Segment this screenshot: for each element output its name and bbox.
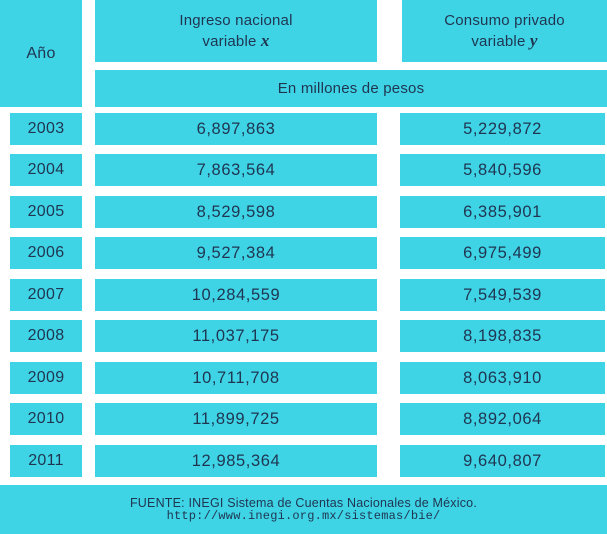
income-header-variable: variable x [202, 30, 270, 50]
consumption-cell: 6,975,499 [400, 237, 605, 269]
consumption-header: Consumo privado variable y [402, 0, 607, 62]
year-cell: 2006 [10, 237, 82, 269]
income-cell: 6,897,863 [95, 113, 377, 145]
units-label: En millones de pesos [277, 79, 425, 97]
income-cell: 10,711,708 [95, 362, 377, 394]
consumption-header-title: Consumo privado [444, 11, 565, 29]
year-cell: 2010 [10, 403, 82, 435]
income-header: Ingreso nacional variable x [95, 0, 377, 62]
income-variable-symbol: x [260, 30, 270, 50]
source-footer: FUENTE: INEGI Sistema de Cuentas Naciona… [0, 485, 607, 534]
income-cell: 10,284,559 [95, 279, 377, 311]
consumption-cell: 9,640,807 [400, 445, 605, 477]
income-cell: 9,527,384 [95, 237, 377, 269]
consumption-cell: 5,229,872 [400, 113, 605, 145]
consumption-header-variable: variable y [471, 30, 538, 50]
income-cell: 7,863,564 [95, 154, 377, 186]
consumption-cell: 8,198,835 [400, 320, 605, 352]
income-cell: 11,037,175 [95, 320, 377, 352]
consumption-cell: 6,385,901 [400, 196, 605, 228]
year-cell: 2011 [10, 445, 82, 477]
consumption-variable-symbol: y [529, 30, 538, 50]
year-cell: 2007 [10, 279, 82, 311]
year-cell: 2004 [10, 154, 82, 186]
units-header: En millones de pesos [95, 70, 607, 107]
year-cell: 2008 [10, 320, 82, 352]
consumption-cell: 8,892,064 [400, 403, 605, 435]
year-cell: 2003 [10, 113, 82, 145]
income-cell: 11,899,725 [95, 403, 377, 435]
year-header-label: Año [26, 44, 56, 62]
year-cell: 2009 [10, 362, 82, 394]
year-cell: 2005 [10, 196, 82, 228]
consumption-cell: 8,063,910 [400, 362, 605, 394]
income-header-title: Ingreso nacional [179, 11, 293, 29]
year-header: Año [0, 0, 82, 107]
consumption-cell: 7,549,539 [400, 279, 605, 311]
source-text: FUENTE: INEGI Sistema de Cuentas Naciona… [129, 495, 478, 510]
source-url: http://www.inegi.org.mx/sistemas/bie/ [166, 508, 441, 523]
income-cell: 12,985,364 [95, 445, 377, 477]
income-cell: 8,529,598 [95, 196, 377, 228]
consumption-cell: 5,840,596 [400, 154, 605, 186]
